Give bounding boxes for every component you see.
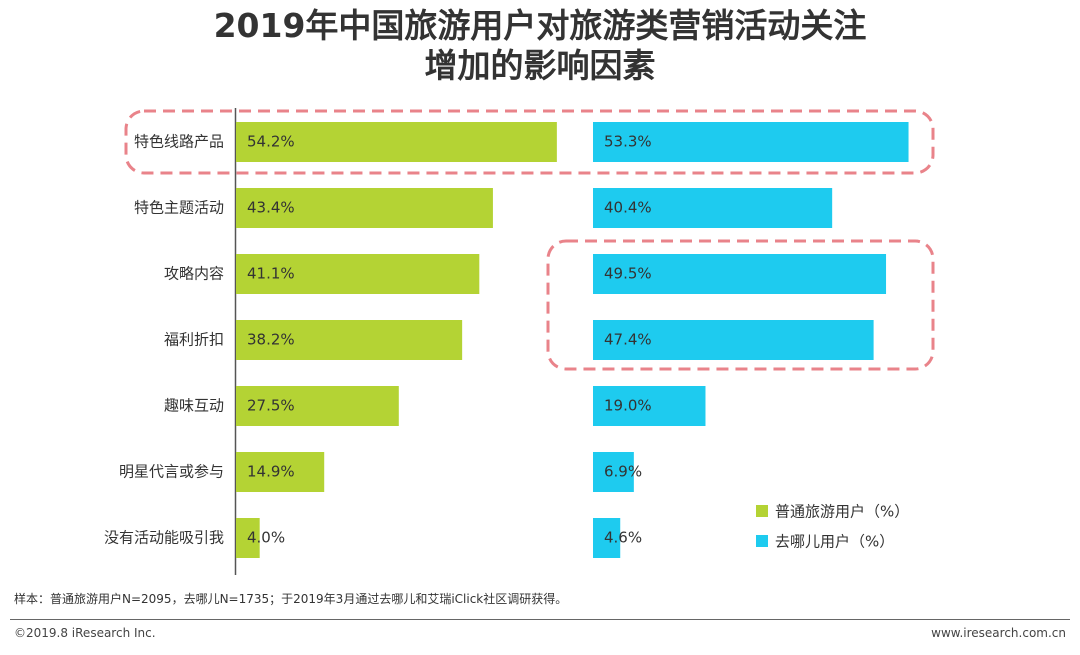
chart-title-line2: 增加的影响因素: [424, 46, 656, 85]
legend-label-series1: 普通旅游用户（%）: [775, 503, 909, 521]
sample-note: 样本：普通旅游用户N=2095，去哪儿N=1735；于2019年3月通过去哪儿和…: [14, 592, 568, 606]
legend-label-series2: 去哪儿用户（%）: [775, 533, 894, 551]
data-label-series1: 41.1%: [247, 265, 295, 283]
bar-series2: [593, 122, 909, 162]
bar-series1: [236, 254, 480, 294]
data-label-series2: 4.6%: [604, 529, 642, 547]
data-label-series2: 47.4%: [604, 331, 652, 349]
data-label-series1: 54.2%: [247, 133, 295, 151]
bar-chart: 特色线路产品 54.2% 53.3% 特色主题活动 43.4% 40.4% 攻略内容 41.1…: [104, 108, 935, 575]
bar-series2: [593, 386, 706, 426]
data-label-series2: 6.9%: [604, 463, 642, 481]
data-label-series1: 38.2%: [247, 331, 295, 349]
bar-series2: [593, 518, 621, 558]
category-label: 特色主题活动: [134, 199, 224, 217]
data-label-series1: 4.0%: [247, 529, 285, 547]
legend-swatch-series2: [756, 535, 768, 547]
legend-swatch-series1: [756, 505, 768, 517]
data-label-series2: 40.4%: [604, 199, 652, 217]
data-label-series2: 19.0%: [604, 397, 652, 415]
bar-series2: [593, 188, 833, 228]
highlight-box-top: [124, 109, 935, 175]
highlight-box-qunar: [546, 239, 935, 371]
category-label: 攻略内容: [164, 265, 224, 283]
category-label: 趣味互动: [164, 397, 224, 415]
data-label-series2: 49.5%: [604, 265, 652, 283]
bar-series1: [236, 320, 463, 360]
copyright: ©2019.8 iResearch Inc.: [14, 626, 156, 640]
data-label-series1: 27.5%: [247, 397, 295, 415]
bar-series2: [593, 254, 887, 294]
category-label: 特色线路产品: [134, 133, 224, 151]
chart-title-line1: 2019年中国旅游用户对旅游类营销活动关注: [213, 6, 867, 45]
bar-series1: [236, 452, 325, 492]
data-label-series1: 14.9%: [247, 463, 295, 481]
bar-series1: [236, 518, 260, 558]
website: www.iresearch.com.cn: [931, 626, 1066, 640]
data-label-series2: 53.3%: [604, 133, 652, 151]
category-label: 没有活动能吸引我: [104, 529, 224, 547]
bar-series1: [236, 188, 493, 228]
bar-series1: [236, 122, 557, 162]
bar-series1: [236, 386, 399, 426]
data-label-series1: 43.4%: [247, 199, 295, 217]
category-label: 福利折扣: [164, 331, 224, 349]
bar-series2: [593, 320, 874, 360]
bar-series2: [593, 452, 634, 492]
footer-divider: [10, 619, 1070, 620]
category-label: 明星代言或参与: [119, 463, 224, 481]
